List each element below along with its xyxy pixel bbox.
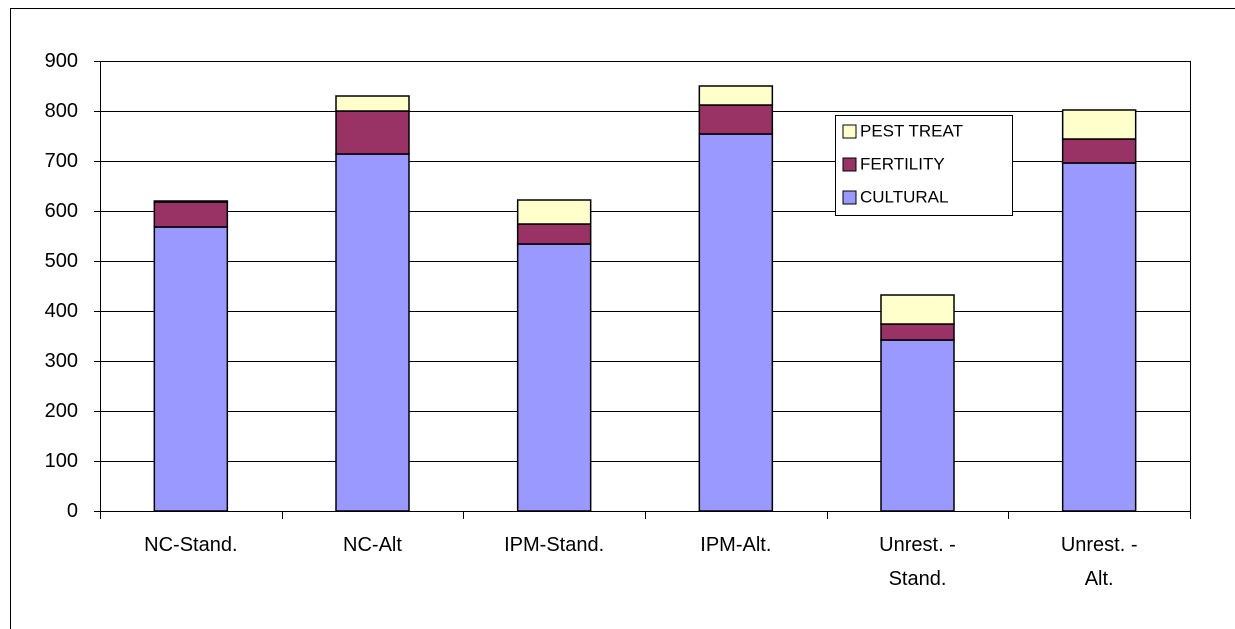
bar-segment [880,294,955,325]
bar-segment [698,104,774,135]
bar-segment [516,243,592,512]
legend-swatch [842,157,857,172]
bar-segment [335,110,410,155]
y-tick-label: 600 [45,200,78,222]
legend-label: PEST TREAT [860,121,963,140]
legend-swatch [842,190,857,205]
y-tick-label: 800 [45,100,78,122]
bar-segment [880,339,955,512]
legend-label: FERTILITY [860,154,945,173]
bar-segment [1061,109,1137,140]
y-tick-label: 700 [45,150,78,172]
y-tick-label: 300 [45,350,78,372]
x-tick-label: IPM-Stand. [504,534,605,556]
bar-segment [698,85,774,106]
y-tick-label: 500 [45,250,78,272]
bar-segment [880,323,955,341]
bar-segment [335,95,410,112]
y-tick-label: 900 [45,50,78,72]
bar-segment [698,133,774,512]
bar-segment [1061,162,1137,512]
x-tick-label: NC-Stand. [144,534,238,556]
y-tick-label: 0 [67,500,78,522]
bar-segment [1061,138,1137,164]
legend-box [835,115,1013,216]
legend-label: CULTURAL [860,187,948,206]
bar-segment [153,226,229,512]
y-tick-label: 400 [45,300,78,322]
bar-segment [153,200,229,203]
y-tick-label: 100 [45,450,78,472]
bar-segment [516,223,592,245]
x-tick-label: Unrest. - Stand. [879,534,956,590]
bar-segment [516,199,592,225]
x-tick-label: NC-Alt [343,534,402,556]
bar-segment [335,153,410,512]
legend-swatch [842,124,857,139]
x-tick-label: Unrest. - Alt. [1060,534,1138,590]
bar-segment [153,201,229,228]
x-tick-label: IPM-Alt. [700,534,772,556]
y-tick-label: 200 [45,400,78,422]
